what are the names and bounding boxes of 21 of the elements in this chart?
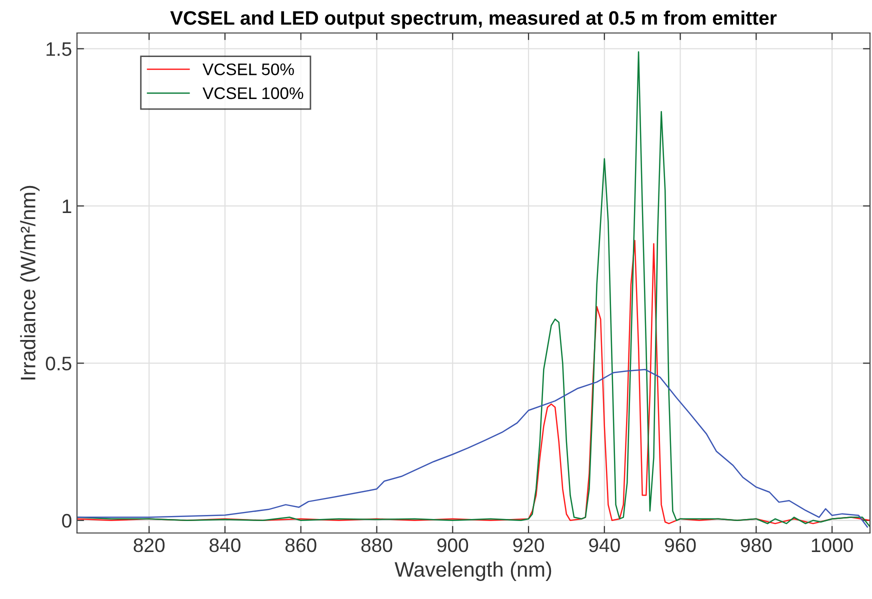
x-tick-label: 820 [134,538,165,552]
legend-label: VCSEL 50% [202,63,294,76]
x-tick-label: 920 [513,538,544,552]
chart-title: VCSEL and LED output spectrum, measured at 0.5 m from emitter [170,10,777,29]
y-axis-title: Irradiance (W/m²/nm) [20,186,40,380]
x-tick-label: 860 [285,538,316,552]
line-series [77,240,870,524]
x-tick-label: 900 [437,538,468,552]
x-tick-label: 940 [589,538,620,552]
x-tick-label: 960 [664,538,696,552]
x-tick-label: 880 [361,538,392,552]
x-axis-title: Wavelength (nm) [394,562,552,581]
y-tick-label: 1.5 [46,42,72,56]
legend-label: VCSEL 100% [202,87,304,100]
x-tick-label: 840 [210,538,240,552]
x-tick-label: 1000 [812,538,853,552]
y-tick-label: 0.5 [46,356,72,370]
y-tick-label: 0 [62,514,72,528]
x-tick-label: 980 [740,538,772,552]
y-tick-label: 1 [62,200,72,213]
line-series [77,368,868,528]
